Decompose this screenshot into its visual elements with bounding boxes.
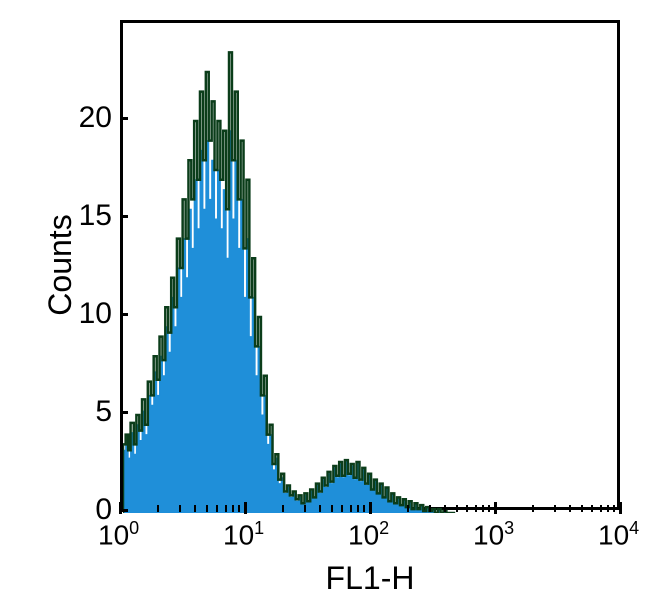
y-tick-label: 20 [79, 101, 112, 135]
x-tick-label: 103 [473, 518, 514, 551]
x-tick-label: 104 [598, 518, 639, 551]
y-tick-label: 15 [79, 199, 112, 233]
plot-area [120, 20, 620, 510]
x-tick-label: 101 [223, 518, 264, 551]
x-axis-label: FL1-H [326, 560, 415, 597]
histogram-svg [123, 23, 623, 513]
flow-cytometry-histogram: Counts FL1-H 05101520100101102103104 [0, 0, 650, 615]
y-axis-label: Counts [42, 214, 79, 315]
y-tick-label: 10 [79, 297, 112, 331]
y-tick-label: 5 [95, 395, 112, 429]
x-tick-label: 102 [348, 518, 389, 551]
x-tick-label: 100 [98, 518, 139, 551]
